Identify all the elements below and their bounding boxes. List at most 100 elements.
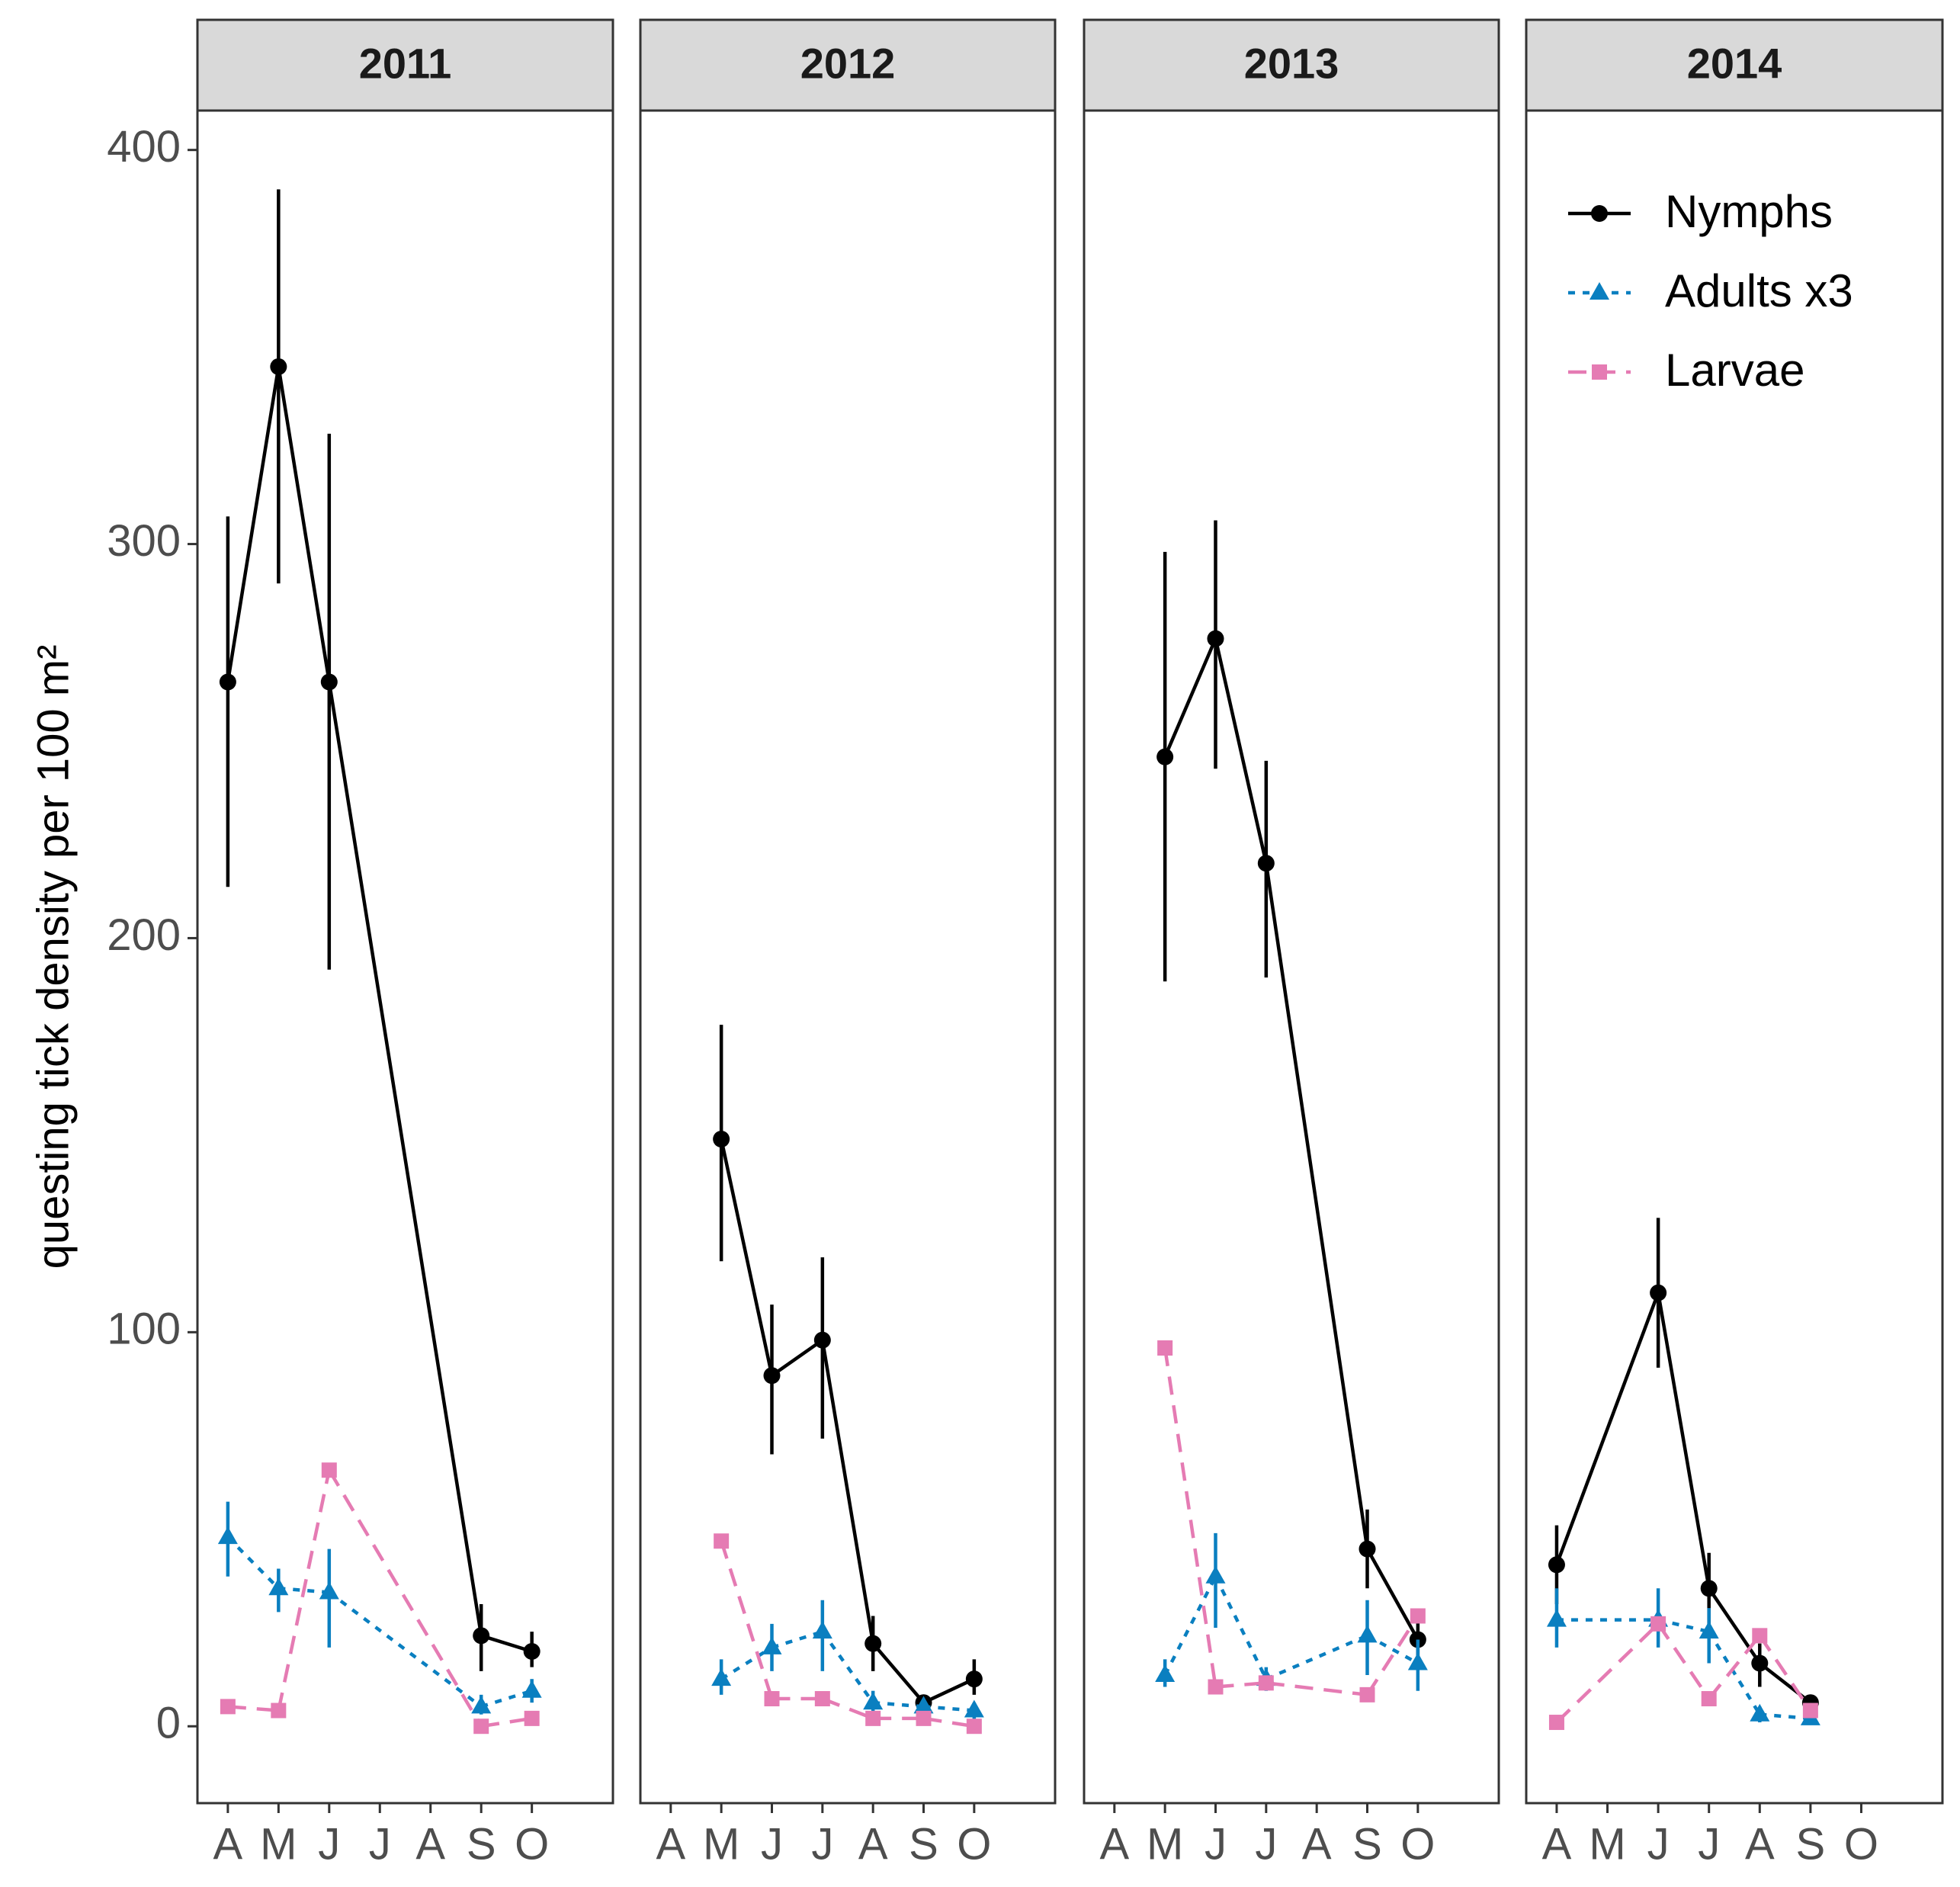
line-segment bbox=[1215, 1681, 1267, 1689]
marker bbox=[1700, 1580, 1718, 1597]
x-tick-label: A bbox=[1302, 1819, 1332, 1869]
legend-label: Larvae bbox=[1665, 345, 1804, 396]
marker bbox=[1157, 1340, 1173, 1356]
marker bbox=[321, 1462, 337, 1478]
marker bbox=[271, 1702, 287, 1719]
marker bbox=[473, 1719, 489, 1735]
marker bbox=[865, 1710, 881, 1726]
marker bbox=[473, 1627, 490, 1645]
x-tick-label: S bbox=[1796, 1819, 1826, 1869]
line-segment bbox=[1264, 862, 1369, 1549]
marker bbox=[1546, 1609, 1567, 1627]
marker bbox=[219, 673, 236, 691]
line-segment bbox=[1214, 1575, 1268, 1680]
marker bbox=[319, 1581, 339, 1600]
line-segment bbox=[1656, 1292, 1711, 1589]
line-segment bbox=[820, 1340, 875, 1645]
line-segment bbox=[871, 1642, 925, 1704]
panel-frame bbox=[639, 109, 1057, 1805]
strip-title: 2012 bbox=[800, 39, 896, 87]
x-tick-label: O bbox=[957, 1819, 991, 1869]
line-segment bbox=[1163, 1575, 1217, 1677]
x-tick-label: A bbox=[213, 1819, 243, 1869]
y-tick-label: 100 bbox=[107, 1305, 181, 1354]
marker bbox=[966, 1719, 982, 1735]
marker bbox=[714, 1533, 730, 1549]
x-tick-label: M bbox=[1147, 1819, 1183, 1869]
marker bbox=[863, 1692, 884, 1710]
marker bbox=[1701, 1691, 1717, 1707]
marker bbox=[764, 1691, 780, 1707]
marker bbox=[1155, 1664, 1176, 1683]
line-segment bbox=[1366, 1634, 1419, 1665]
marker bbox=[916, 1710, 932, 1726]
line-segment bbox=[1707, 1587, 1762, 1664]
strip-title: 2011 bbox=[359, 39, 452, 87]
x-tick-label: J bbox=[1698, 1819, 1720, 1869]
legend-label: Nymphs bbox=[1665, 186, 1833, 237]
line-segment bbox=[1555, 1622, 1660, 1724]
marker bbox=[1410, 1608, 1426, 1624]
panel-frame bbox=[196, 109, 614, 1805]
y-tick-label: 200 bbox=[107, 910, 181, 960]
y-tick-label: 400 bbox=[107, 122, 181, 172]
line-segment bbox=[227, 1705, 279, 1712]
marker bbox=[913, 1696, 934, 1714]
strip bbox=[639, 18, 1057, 112]
marker bbox=[1207, 630, 1224, 647]
marker bbox=[270, 358, 287, 375]
line-segment bbox=[328, 1590, 483, 1709]
line-segment bbox=[771, 1338, 824, 1378]
x-tick-label: A bbox=[858, 1819, 888, 1869]
line-segment bbox=[1265, 1681, 1368, 1697]
x-tick-label: A bbox=[1542, 1819, 1572, 1869]
marker bbox=[521, 1680, 542, 1698]
x-tick-label: O bbox=[515, 1819, 549, 1869]
x-tick-label: J bbox=[318, 1819, 340, 1869]
line-segment bbox=[277, 1469, 332, 1711]
marker bbox=[812, 1621, 832, 1639]
marker bbox=[1650, 1616, 1666, 1632]
x-tick-label: J bbox=[1647, 1819, 1670, 1869]
marker bbox=[1359, 1686, 1375, 1702]
x-tick-label: O bbox=[1844, 1819, 1878, 1869]
legend-marker bbox=[1592, 364, 1607, 380]
marker bbox=[762, 1636, 782, 1654]
x-tick-label: M bbox=[703, 1819, 739, 1869]
marker bbox=[1699, 1621, 1719, 1639]
strip bbox=[196, 18, 614, 112]
x-tick-label: J bbox=[369, 1819, 391, 1869]
line-segment bbox=[1214, 638, 1269, 864]
legend-marker bbox=[1589, 282, 1609, 300]
line-segment bbox=[480, 1689, 533, 1709]
x-tick-label: A bbox=[656, 1819, 685, 1869]
line-segment bbox=[1758, 1635, 1812, 1712]
marker bbox=[320, 673, 338, 691]
panel-frame bbox=[1525, 109, 1944, 1805]
line-segment bbox=[820, 1630, 875, 1704]
x-tick-label: J bbox=[811, 1819, 833, 1869]
line-segment bbox=[226, 366, 281, 682]
line-segment bbox=[1163, 637, 1217, 758]
line-segment bbox=[719, 1138, 774, 1376]
marker bbox=[711, 1668, 732, 1686]
marker bbox=[1357, 1625, 1378, 1643]
line-segment bbox=[1707, 1630, 1762, 1715]
x-tick-label: S bbox=[909, 1819, 938, 1869]
line-segment bbox=[1365, 1548, 1419, 1641]
marker bbox=[713, 1131, 730, 1148]
line-segment bbox=[922, 1677, 975, 1705]
line-segment bbox=[226, 1536, 280, 1590]
marker bbox=[1548, 1556, 1565, 1574]
marker bbox=[1208, 1679, 1224, 1695]
x-tick-label: A bbox=[1745, 1819, 1775, 1869]
x-tick-label: S bbox=[467, 1819, 496, 1869]
marker bbox=[763, 1367, 781, 1385]
x-tick-label: A bbox=[415, 1819, 445, 1869]
line-segment bbox=[771, 1630, 823, 1649]
panel-frame bbox=[1083, 109, 1500, 1805]
x-tick-label: A bbox=[1099, 1819, 1129, 1869]
marker bbox=[1548, 1715, 1564, 1731]
strip-title: 2014 bbox=[1687, 39, 1782, 87]
legend-label: Adults x3 bbox=[1665, 265, 1853, 316]
